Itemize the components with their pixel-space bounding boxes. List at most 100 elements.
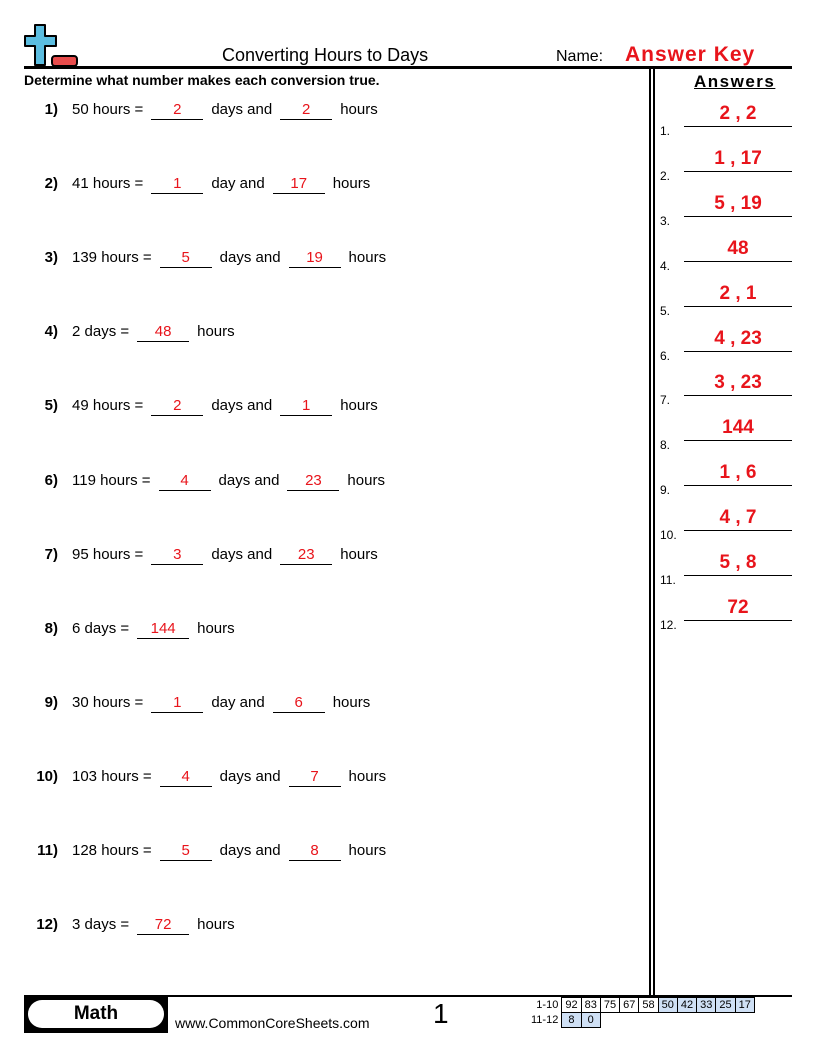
footer-divider bbox=[24, 995, 792, 997]
score-cell: 8 bbox=[561, 1012, 582, 1028]
answer-value: 1 , 6 bbox=[684, 461, 792, 487]
answer-blank[interactable]: 23 bbox=[280, 546, 333, 565]
problem-text: 3 days = bbox=[72, 916, 130, 934]
answer-value: 1 , 17 bbox=[684, 147, 792, 172]
problem-text: day and bbox=[211, 693, 265, 711]
problem-item: 6) 119 hours = 4 days and 23 hours bbox=[24, 472, 389, 491]
page-number: 1 bbox=[433, 998, 449, 1029]
problem-text: hours bbox=[197, 916, 235, 934]
problem-number: 5) bbox=[44, 397, 58, 415]
problem-text: days and bbox=[219, 249, 281, 267]
answer-blank[interactable]: 5 bbox=[159, 842, 212, 861]
answer-value: 4 , 23 bbox=[684, 327, 792, 352]
problem-text: hours bbox=[348, 249, 387, 267]
answer-blank[interactable]: 48 bbox=[137, 323, 190, 343]
answer-blank[interactable]: 1 bbox=[151, 694, 204, 713]
answer-row: 6. 4 , 23 bbox=[660, 328, 792, 365]
answer-number: 2. bbox=[660, 168, 671, 183]
column-divider bbox=[649, 69, 651, 995]
problem-text: days and bbox=[218, 471, 280, 489]
answer-blank[interactable]: 2 bbox=[151, 101, 204, 120]
problem-number: 10) bbox=[36, 767, 58, 785]
answer-blank[interactable]: 8 bbox=[288, 842, 341, 861]
score-cell: 83 bbox=[580, 997, 601, 1013]
problem-text: days and bbox=[211, 397, 273, 415]
answer-value: 2 , 2 bbox=[684, 102, 792, 127]
score-cell: 75 bbox=[599, 997, 621, 1013]
problem-text: 103 hours = bbox=[72, 767, 152, 785]
subject-label: Math bbox=[28, 1000, 164, 1028]
problem-text: hours bbox=[332, 693, 371, 711]
answer-blank[interactable]: 2 bbox=[151, 397, 204, 417]
answer-row: 1. 2 , 2 bbox=[660, 103, 792, 140]
answer-value: 5 , 8 bbox=[684, 551, 792, 576]
answer-value: 72 bbox=[684, 596, 792, 621]
problem-text: hours bbox=[340, 397, 378, 415]
answer-blank[interactable]: 1 bbox=[151, 175, 204, 195]
problem-item: 11) 128 hours = 5 days and 8 hours bbox=[24, 842, 390, 861]
answer-blank[interactable]: 7 bbox=[288, 768, 341, 787]
problem-number: 9) bbox=[44, 693, 58, 711]
problem-number: 8) bbox=[44, 619, 58, 637]
problem-text: hours bbox=[197, 619, 235, 637]
problem-text: hours bbox=[348, 767, 387, 785]
website-link[interactable]: www.CommonCoreSheets.com bbox=[175, 1015, 370, 1031]
score-range-label: 11-12 bbox=[531, 1014, 559, 1026]
answer-blank[interactable]: 5 bbox=[159, 249, 212, 269]
problem-text: 128 hours = bbox=[72, 842, 152, 859]
problem-text: 50 hours = bbox=[72, 101, 144, 118]
problem-text: hours bbox=[332, 175, 371, 193]
answer-blank[interactable]: 2 bbox=[280, 101, 333, 120]
score-cell: 58 bbox=[638, 997, 659, 1013]
problem-text: 30 hours = bbox=[72, 693, 144, 711]
problem-text: hours bbox=[197, 323, 235, 341]
answer-blank[interactable]: 19 bbox=[288, 249, 341, 269]
answer-blank[interactable]: 23 bbox=[287, 472, 340, 491]
problem-number: 6) bbox=[44, 471, 58, 489]
problem-item: 12) 3 days = 72 hours bbox=[24, 916, 239, 936]
problem-number: 1) bbox=[44, 101, 58, 118]
answer-blank[interactable]: 72 bbox=[137, 916, 190, 936]
answer-blank[interactable]: 4 bbox=[158, 472, 211, 491]
answer-blank[interactable]: 1 bbox=[280, 397, 333, 417]
problem-item: 4) 2 days = 48 hours bbox=[24, 323, 239, 343]
answer-blank[interactable]: 6 bbox=[272, 694, 325, 713]
score-cell: 17 bbox=[734, 997, 755, 1013]
answer-blank[interactable]: 4 bbox=[159, 768, 212, 787]
score-cell: 92 bbox=[561, 997, 582, 1013]
answer-number: 7. bbox=[660, 393, 671, 408]
column-divider bbox=[653, 69, 655, 995]
name-value: Answer Key bbox=[625, 43, 756, 66]
score-cell: 25 bbox=[715, 997, 736, 1013]
instructions: Determine what number makes each convers… bbox=[24, 72, 380, 88]
answers-title: Answers bbox=[694, 72, 776, 91]
answer-value: 4 , 7 bbox=[684, 506, 792, 532]
answer-row: 8. 144 bbox=[660, 417, 792, 454]
answer-row: 3. 5 , 19 bbox=[660, 193, 792, 230]
answer-number: 9. bbox=[660, 483, 671, 498]
problem-text: days and bbox=[219, 842, 281, 859]
score-table: 1-10 92 83 75 67 58 50 42 33 25 17 11-12 8 0 bbox=[528, 997, 755, 1028]
problem-text: 49 hours = bbox=[72, 397, 144, 415]
answer-blank[interactable]: 17 bbox=[272, 175, 325, 195]
problem-number: 2) bbox=[44, 175, 58, 193]
answer-number: 4. bbox=[660, 258, 671, 273]
problem-text: hours bbox=[340, 101, 378, 118]
name-label: Name: bbox=[556, 48, 604, 65]
answer-value: 144 bbox=[684, 416, 792, 442]
problem-number: 12) bbox=[36, 916, 58, 934]
score-cell: 42 bbox=[676, 997, 698, 1013]
score-cell: 33 bbox=[696, 997, 717, 1013]
answer-row: 9. 1 , 6 bbox=[660, 462, 792, 499]
score-cell: 0 bbox=[580, 1012, 601, 1028]
answer-value: 5 , 19 bbox=[684, 192, 792, 217]
answer-blank[interactable]: 3 bbox=[151, 546, 204, 565]
problem-text: 6 days = bbox=[72, 619, 130, 637]
problem-text: 139 hours = bbox=[72, 249, 152, 267]
answer-row: 5. 2 , 1 bbox=[660, 283, 792, 320]
problem-item: 9) 30 hours = 1 day and 6 hours bbox=[24, 694, 374, 713]
answer-blank[interactable]: 144 bbox=[137, 620, 190, 639]
problem-text: 2 days = bbox=[72, 323, 130, 341]
problem-number: 11) bbox=[37, 842, 58, 859]
